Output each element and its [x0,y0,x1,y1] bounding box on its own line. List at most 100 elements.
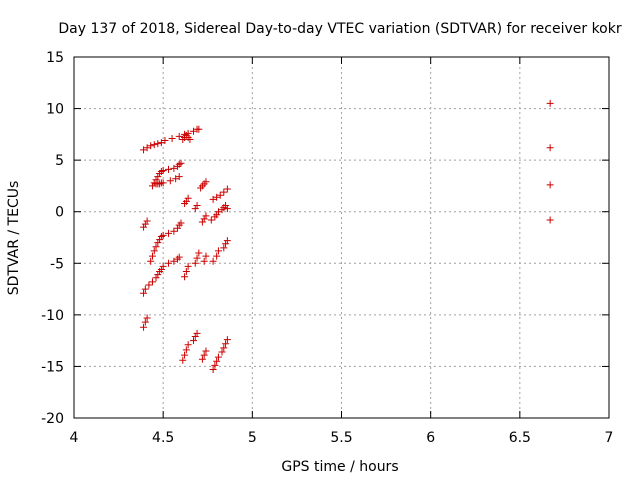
data-point [154,140,162,148]
data-point [223,336,231,344]
data-point [222,340,230,348]
data-point [168,134,176,142]
data-point [154,173,162,181]
data-point [220,188,228,196]
data-point [175,173,183,181]
data-point [193,202,201,210]
data-point [213,357,221,365]
data-point [147,257,155,265]
data-point [198,355,206,363]
data-point [145,281,153,289]
data-point [223,185,231,193]
data-point [218,348,226,356]
data-point [150,179,158,187]
data-point [140,323,148,331]
data-point [157,232,165,240]
data-point [209,366,217,374]
data-point [150,141,158,149]
data-point [159,179,167,187]
data-point [140,146,148,154]
data-point [211,361,219,369]
data-point [181,273,189,281]
data-point [207,216,215,224]
data-points [140,99,554,374]
data-point [148,252,156,260]
x-tick-label: 4 [70,430,79,446]
data-point [546,216,554,224]
data-point [157,139,165,147]
data-point [189,337,197,345]
y-tick-label: -20 [41,411,64,427]
data-point [154,271,162,279]
y-tick-label: 5 [55,153,64,169]
data-point [195,249,203,257]
data-point [182,268,190,276]
data-point [213,252,221,260]
data-point [143,217,151,225]
data-point [546,181,554,189]
data-point [184,262,192,270]
data-point [166,177,174,185]
data-point [202,178,210,186]
data-point [546,144,554,152]
data-point [546,99,554,107]
y-tick-label: -15 [41,359,64,375]
data-point [165,165,173,173]
data-point [213,193,221,201]
data-point [143,314,151,322]
data-point [159,262,167,270]
x-tick-label: 6 [426,430,435,446]
data-point [177,219,185,227]
y-tick-label: 0 [55,205,64,221]
data-point [184,341,192,349]
data-point [179,356,187,364]
data-point [200,351,208,359]
data-point [156,180,164,188]
data-point [159,231,167,239]
x-tick-label: 6.5 [509,430,531,446]
data-point [148,278,156,286]
data-point [141,220,149,228]
data-point [143,144,151,152]
data-point [175,132,183,140]
y-tick-label: 10 [46,102,64,118]
data-point [223,205,231,213]
data-point [140,223,148,231]
data-point [170,257,178,265]
data-point [202,212,210,220]
data-point [222,202,230,210]
data-point [222,240,230,248]
data-point [184,194,192,202]
data-point [182,197,190,205]
data-point [220,244,228,252]
x-tick-label: 7 [605,430,614,446]
data-point [161,137,169,145]
data-point [175,160,183,168]
data-point [189,127,197,135]
y-axis-label: SDTVAR / TECUs [6,181,22,296]
data-point [191,333,199,341]
y-tick-label: 15 [46,50,64,66]
data-point [177,159,185,167]
data-point [202,252,210,260]
grid [74,57,609,418]
data-point [200,215,208,223]
data-point [152,274,160,282]
data-point [175,253,183,261]
data-point [152,243,160,251]
data-point [191,259,199,267]
x-axis-ticks: 4 4.5 5 5.5 6 6.5 7 [70,57,614,446]
data-point [172,175,180,183]
data-point [141,318,149,326]
data-point [198,218,206,226]
data-point [157,265,165,273]
data-point [154,239,162,247]
data-point [170,227,178,235]
chart-title: Day 137 of 2018, Sidereal Day-to-day VTE… [58,21,621,37]
data-point [220,344,228,352]
x-tick-label: 5.5 [330,430,352,446]
data-point [156,236,164,244]
data-point [193,329,201,337]
data-point [170,164,178,172]
data-point [186,136,194,144]
